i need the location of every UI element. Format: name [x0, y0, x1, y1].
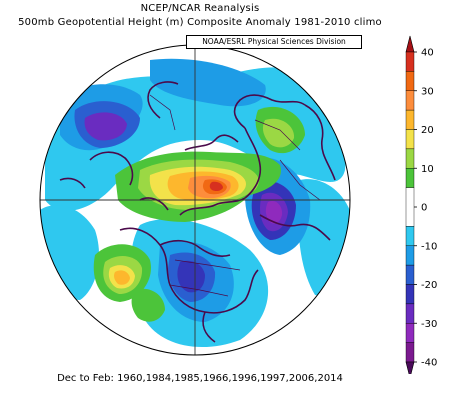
anomaly-field: [40, 45, 350, 355]
colorbar-tick-label: 0: [421, 203, 427, 214]
polar-anomaly-map: [39, 44, 351, 356]
colorbar-arrow-bottom: [405, 361, 415, 374]
colorbar: 40 30 20 10 0 -10 -20 -30 -40: [405, 35, 437, 374]
colorbar-tick-label: -40: [421, 358, 437, 369]
source-label: NOAA/ESRL Physical Sciences Division: [186, 35, 362, 49]
composite-years-footer: Dec to Feb: 1960,1984,1985,1966,1996,199…: [57, 373, 343, 384]
colorbar-tick-label: -10: [421, 241, 437, 252]
colorbar-bin: [405, 342, 415, 363]
colorbar-bin: [405, 284, 415, 305]
colorbar-bin: [405, 303, 415, 324]
colorbar-bin: [405, 264, 415, 285]
map-title: NCEP/NCAR Reanalysis: [140, 3, 260, 14]
borders: [149, 94, 321, 297]
coastlines: [59, 81, 336, 343]
colorbar-tick-label: -20: [421, 280, 437, 291]
colorbar-bin: [405, 71, 415, 91]
colorbar-bin: [405, 51, 415, 72]
colorbar-bin: [405, 109, 415, 130]
colorbar-bin: [405, 148, 415, 169]
colorbar-tick-label: 20: [421, 125, 434, 136]
colorbar-bin: [405, 168, 415, 188]
colorbar-bin: [405, 245, 415, 266]
colorbar-arrow-top: [405, 35, 415, 53]
colorbar-tick-label: -30: [421, 319, 437, 330]
colorbar-bin: [405, 187, 415, 227]
colorbar-bin: [405, 226, 415, 246]
colorbar-bin: [405, 129, 415, 150]
colorbar-bin: [405, 323, 415, 343]
colorbar-tick-label: 10: [421, 164, 434, 175]
colorbar-bin: [405, 90, 415, 111]
colorbar-tick-label: 30: [421, 86, 434, 97]
map-subtitle: 500mb Geopotential Height (m) Composite …: [18, 17, 382, 28]
colorbar-tick-label: 40: [421, 48, 434, 59]
